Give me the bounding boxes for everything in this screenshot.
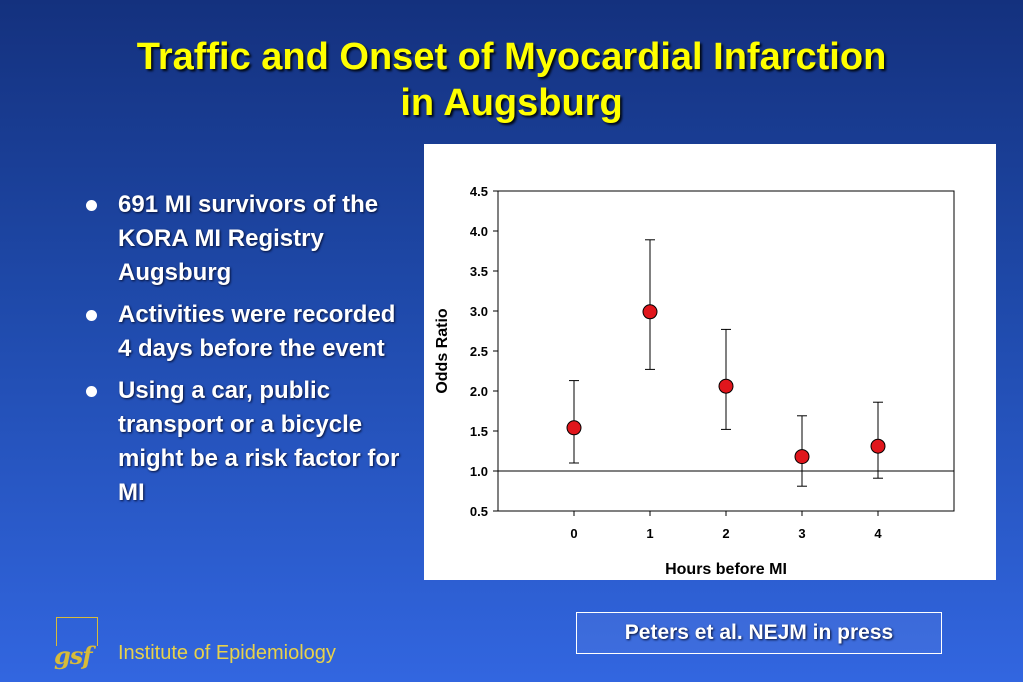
reference-citation: Peters et al. NEJM in press [576, 612, 942, 654]
bullet-item: 691 MI survivors of the KORA MI Registry… [84, 188, 404, 290]
data-point [870, 438, 886, 454]
y-tick-label: 0.5 [470, 504, 488, 519]
x-tick-label: 0 [570, 526, 577, 541]
title-line-2: in Augsburg [400, 82, 623, 124]
institute-name: Institute of Epidemiology [118, 642, 336, 664]
x-tick-label: 2 [722, 526, 729, 541]
logo-text: gsf [54, 641, 93, 670]
y-tick-label: 1.5 [470, 424, 488, 439]
odds-ratio-chart: Odds Ratio Hours before MI 0.5 1.0 1.5 2.0 2… [434, 184, 955, 578]
x-axis-label: Hours before MI [665, 561, 787, 578]
logo-square-icon [56, 617, 98, 646]
bullet-text: 691 MI survivors of the KORA MI Registry… [118, 191, 379, 286]
bullet-text: Activities were recorded 4 days before t… [118, 301, 396, 362]
data-point [718, 378, 734, 394]
y-tick-label: 3.5 [470, 264, 488, 279]
data-point [794, 449, 810, 465]
bullet-list: 691 MI survivors of the KORA MI Registry… [84, 188, 404, 518]
y-tick-label: 2.5 [470, 344, 488, 359]
data-point [566, 420, 582, 436]
data-point [642, 304, 658, 320]
x-tick-label: 4 [874, 526, 882, 541]
y-axis-label: Odds Ratio [434, 308, 451, 394]
bullet-dot-icon [86, 386, 97, 397]
y-tick-label: 4.5 [470, 184, 488, 199]
x-tick-label: 1 [646, 526, 653, 541]
y-tick-label: 4.0 [470, 224, 488, 239]
slide-title: Traffic and Onset of Myocardial Infarcti… [0, 34, 1023, 126]
bullet-item: Activities were recorded 4 days before t… [84, 298, 404, 366]
bullet-text: Using a car, public transport or a bicyc… [118, 377, 400, 506]
gsf-logo: gsf [54, 617, 100, 670]
y-tick-label: 3.0 [470, 304, 488, 319]
y-tick-label: 2.0 [470, 384, 488, 399]
bullet-dot-icon [86, 310, 97, 321]
title-line-1: Traffic and Onset of Myocardial Infarcti… [136, 36, 887, 78]
x-tick-label: 3 [798, 526, 805, 541]
y-tick-label: 1.0 [470, 464, 488, 479]
bullet-item: Using a car, public transport or a bicyc… [84, 374, 404, 510]
bullet-dot-icon [86, 200, 97, 211]
chart-panel: Odds Ratio Hours before MI 0.5 1.0 1.5 2.0 2… [424, 144, 996, 580]
